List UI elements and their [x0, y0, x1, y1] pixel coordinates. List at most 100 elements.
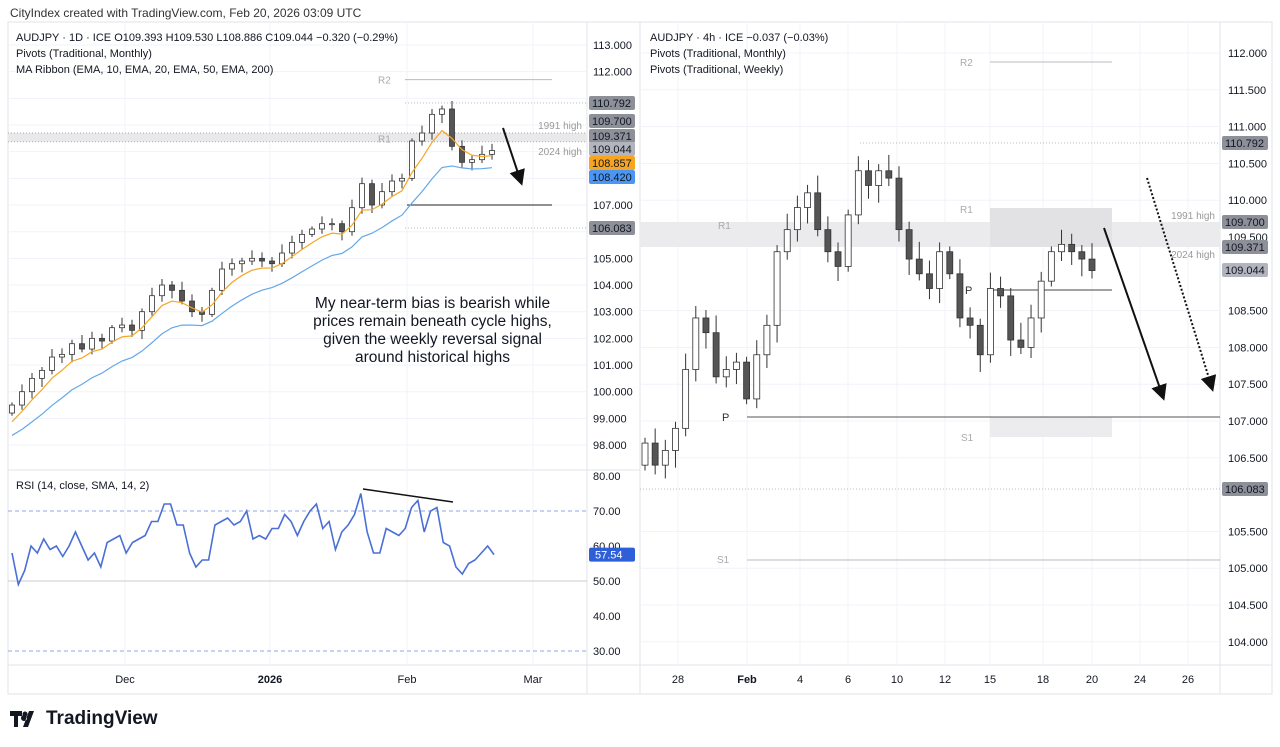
candle-down: [79, 343, 85, 350]
price-tag-label: 106.083: [592, 223, 632, 235]
candle-up: [793, 207, 801, 231]
r1-label: R1: [378, 134, 391, 145]
price-tick-label: 103.000: [593, 307, 633, 319]
price-tick-label: 99.000: [593, 413, 627, 425]
ma-ribbon-legend[interactable]: MA Ribbon (EMA, 10, EMA, 20, EMA, 50, EM…: [16, 64, 274, 76]
candle-up: [119, 324, 125, 329]
left-pivots-legend[interactable]: Pivots (Traditional, Monthly): [16, 48, 152, 60]
candle-up: [49, 356, 55, 371]
rsi-tick-label: 40.00: [593, 611, 621, 623]
price-tick-label: 107.500: [1228, 379, 1268, 391]
candle-up: [159, 284, 165, 297]
rsi-value-tag: [589, 547, 635, 562]
candle-down: [339, 223, 345, 233]
candle-up: [641, 442, 649, 466]
drawings: [502, 127, 1217, 401]
price-tag: [1222, 240, 1268, 254]
price-tag: [589, 221, 635, 235]
price-tag: [589, 156, 635, 170]
chart-credit: CityIndex created with TradingView.com, …: [10, 6, 362, 20]
price-tag-label: 109.371: [592, 131, 632, 143]
right-monthly-pivots-legend[interactable]: Pivots (Traditional, Monthly): [650, 48, 786, 60]
time-tick-label: 28: [672, 674, 684, 686]
candle-up: [149, 295, 155, 313]
candle-down: [459, 145, 465, 163]
r2-label: R2: [378, 76, 391, 87]
right-legend: AUDJPY · 4h · ICE −0.037 (−0.03%) Pivots…: [650, 30, 828, 78]
candle-down: [743, 361, 750, 400]
candle-up: [1037, 280, 1045, 319]
candle-down: [1068, 243, 1076, 253]
2024-high-label: 2024 high: [538, 147, 582, 158]
price-tick-label: 111.500: [1228, 85, 1266, 97]
2024-high-label: 2024 high: [1171, 250, 1215, 261]
candle-up: [936, 251, 944, 289]
candle-up: [29, 377, 35, 393]
bearish-arrow: [502, 127, 525, 186]
tradingview-logo: TradingView: [10, 708, 158, 730]
price-tag-label: 108.420: [592, 172, 632, 184]
candle-up: [987, 288, 994, 356]
r1-label: R1: [718, 221, 731, 232]
time-tick-label: 6: [845, 674, 851, 686]
candle-up: [239, 260, 245, 265]
candle-up: [229, 263, 235, 270]
weekly-s1-label: S1: [961, 433, 974, 444]
price-tag: [1222, 482, 1268, 496]
candle-down: [814, 192, 822, 231]
candle-up: [854, 170, 862, 216]
candle-up: [804, 192, 811, 208]
4h-candles: [641, 154, 1096, 479]
price-tag-label: 110.792: [592, 98, 631, 110]
price-tag: [589, 142, 635, 156]
price-tag: [589, 129, 635, 143]
candle-up: [249, 257, 255, 262]
candle-up: [1027, 317, 1035, 348]
candle-down: [834, 251, 842, 267]
price-tick-label: 107.000: [593, 200, 633, 212]
price-tick-label: 110.000: [1228, 195, 1267, 207]
monthly-pivot-label: P: [722, 412, 729, 424]
candle-down: [99, 337, 105, 342]
price-tag-label: 108.857: [592, 158, 632, 170]
price-tick-label: 106.500: [1228, 453, 1268, 465]
price-tick-label: 98.000: [593, 440, 627, 452]
1991-high-label: 1991 high: [538, 121, 582, 132]
candle-down: [976, 324, 984, 356]
candle-down: [905, 229, 913, 260]
time-tick-label: 4: [797, 674, 803, 686]
candle-down: [129, 324, 135, 331]
candle-up: [469, 159, 475, 163]
rsi-value-label: 57.54: [595, 550, 623, 562]
left-symbol-legend[interactable]: AUDJPY · 1D · ICE O109.393 H109.530 L108…: [16, 32, 398, 44]
ema-10-line: [11, 129, 493, 423]
candle-up: [69, 343, 75, 355]
ema-20-line: [11, 165, 493, 436]
price-tick-label: 108.000: [1228, 342, 1268, 354]
rsi-pane: [8, 488, 587, 652]
right-symbol-legend[interactable]: AUDJPY · 4h · ICE −0.037 (−0.03%): [650, 32, 829, 44]
candle-down: [369, 183, 375, 206]
rsi-legend[interactable]: RSI (14, close, SMA, 14, 2): [16, 480, 150, 492]
weekly-r1-box: [990, 208, 1112, 247]
candle-down: [169, 284, 175, 291]
candle-up: [722, 369, 730, 378]
price-tag: [589, 114, 635, 128]
price-tag-label: 109.044: [592, 144, 632, 156]
candle-up: [139, 311, 145, 331]
price-tick-label: 104.500: [1228, 600, 1268, 612]
candle-up: [783, 229, 791, 253]
time-tick-label: 24: [1134, 674, 1146, 686]
candle-down: [712, 332, 720, 378]
price-tick-label: 113.000: [593, 40, 632, 52]
price-tag: [589, 96, 635, 110]
rsi-tick-label: 50.00: [593, 576, 621, 588]
bearish-arrow: [1103, 227, 1167, 401]
candle-up: [109, 327, 115, 342]
candle-down: [997, 288, 1004, 297]
candle-up: [359, 183, 365, 209]
right-weekly-pivots-legend[interactable]: Pivots (Traditional, Weekly): [650, 64, 784, 76]
time-tick-label: Mar: [524, 674, 543, 686]
candle-down: [885, 170, 893, 179]
